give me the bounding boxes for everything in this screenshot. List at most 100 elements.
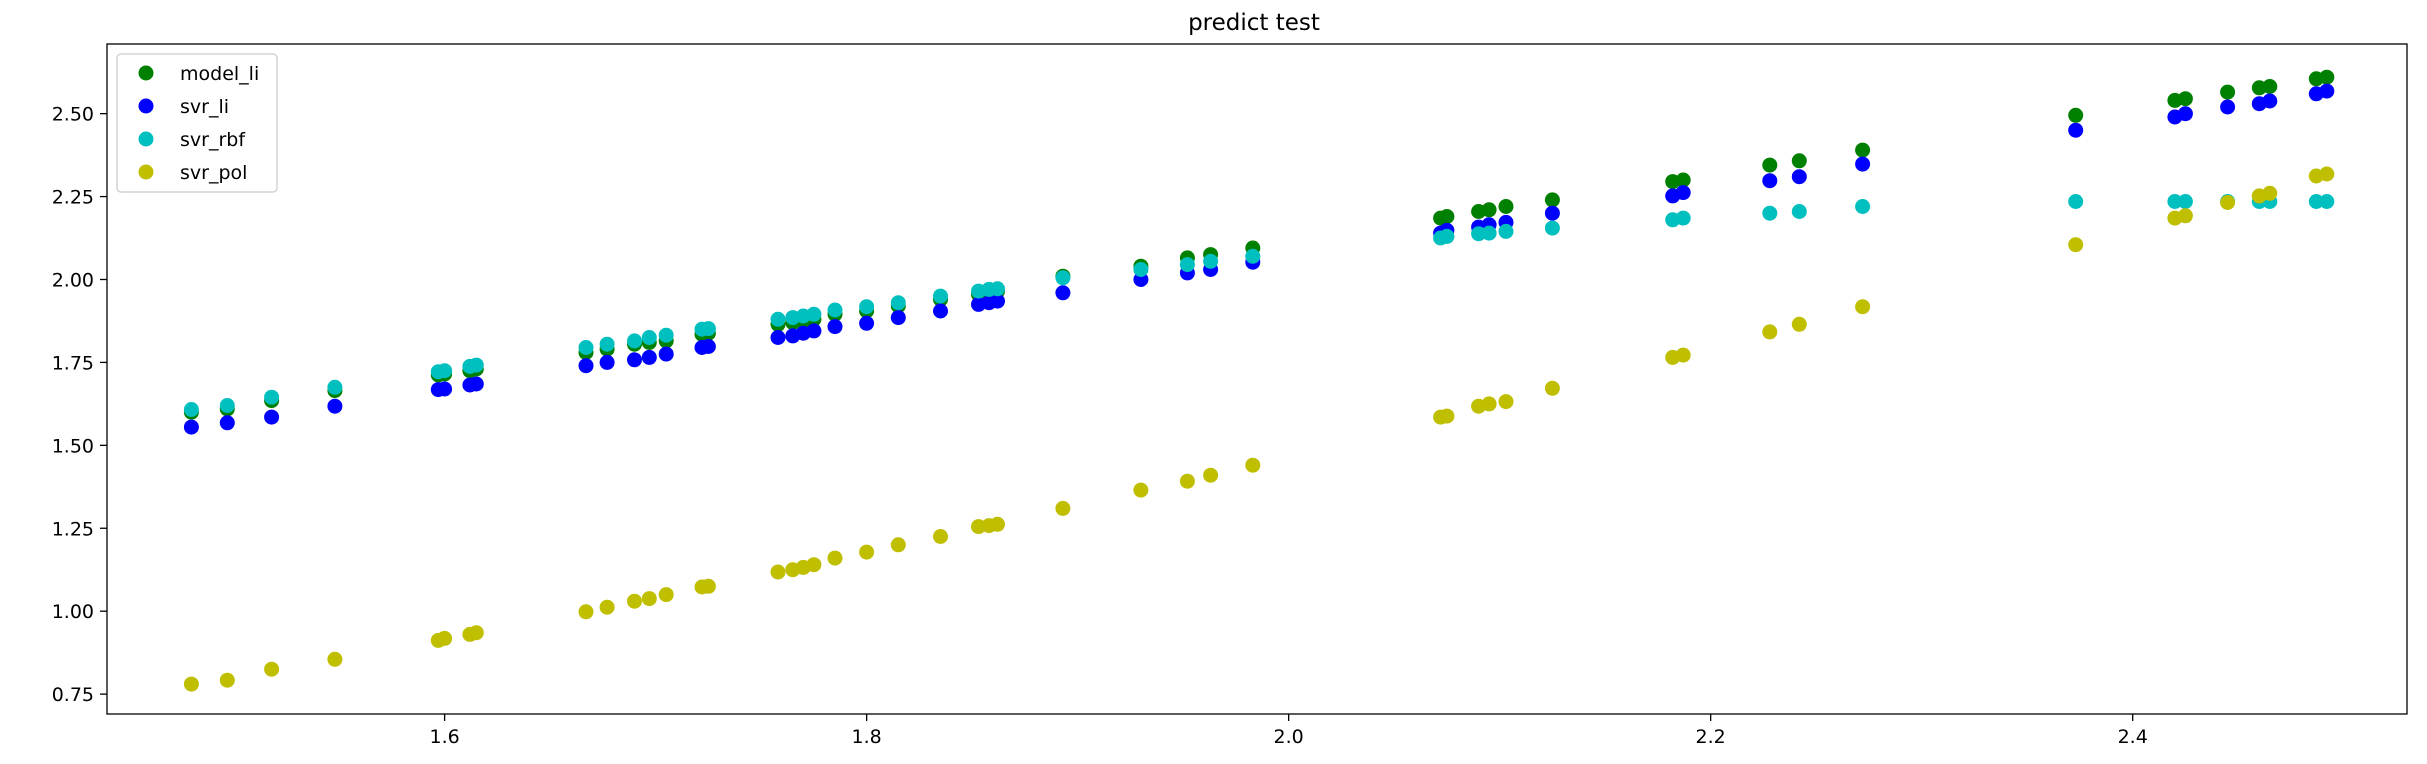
data-point-model_li [1855,142,1871,158]
data-point-svr_pol [1544,380,1560,396]
plot-area [183,69,2335,692]
data-point-svr_pol [578,604,594,620]
data-point-svr_pol [437,630,453,646]
data-point-svr_pol [1855,299,1871,315]
y-tick-label: 2.25 [52,187,94,209]
legend-label-svr_rbf: svr_rbf [180,129,246,151]
data-point-model_li [1762,157,1778,173]
y-tick-label: 0.75 [52,684,94,706]
x-tick-label: 1.8 [852,726,882,748]
data-point-svr_rbf [2177,194,2193,209]
data-point-svr_pol [219,672,235,688]
legend-marker-svr_li [138,98,154,114]
data-point-svr_pol [1481,396,1497,412]
data-point-svr_rbf [437,363,453,379]
y-axis: 0.75 1.00 1.25 1.50 1.75 2.00 2.25 2.50 [52,104,107,706]
data-point-svr_pol [1179,473,1195,489]
data-point-svr_rbf [806,306,822,322]
data-point-svr_li [859,315,875,331]
data-point-svr_li [1762,173,1778,189]
data-point-svr_rbf [1133,262,1149,277]
data-point-svr_rbf [1855,199,1871,214]
data-point-model_li [1544,192,1560,208]
data-point-svr_pol [2319,166,2335,182]
data-point-svr_pol [890,537,906,553]
legend-marker-svr_pol [138,164,154,180]
data-point-svr_rbf [770,311,786,327]
data-point-svr_rbf [468,357,484,373]
data-point-svr_li [627,352,642,368]
data-point-svr_pol [827,550,843,566]
data-point-svr_li [658,346,674,362]
data-point-svr_li [700,339,716,354]
data-point-svr_li [2068,122,2084,138]
data-point-svr_rbf [1245,248,1261,264]
data-point-svr_rbf [183,402,199,417]
data-point-svr_li [2220,99,2236,115]
data-point-svr_rbf [890,295,906,311]
data-point-svr_li [437,381,453,397]
data-point-model_li [1791,153,1807,169]
data-point-svr_pol [1762,324,1778,340]
data-point-svr_li [770,330,786,345]
data-point-svr_pol [806,557,822,573]
series-svr_rbf [183,194,2335,417]
data-point-svr_pol [770,564,786,580]
data-point-svr_pol [2262,185,2278,201]
x-tick-label: 2.2 [1696,726,1726,748]
data-point-svr_pol [658,587,674,603]
data-point-svr_rbf [219,398,235,413]
data-point-svr_pol [1133,482,1149,498]
data-point-svr_li [890,310,906,326]
data-point-model_li [1675,172,1691,188]
data-point-svr_pol [1245,457,1261,473]
x-tick-label: 2.0 [1274,726,1304,748]
data-point-svr_rbf [1439,228,1455,244]
x-tick-label: 1.6 [430,726,460,748]
x-tick-label: 2.4 [2118,726,2148,748]
data-point-svr_li [1855,156,1871,172]
data-point-svr_rbf [327,379,343,395]
legend-marker-model_li [138,65,154,81]
data-point-svr_li [806,323,822,339]
data-point-svr_rbf [859,299,875,315]
data-point-svr_li [2262,93,2278,109]
data-point-svr_rbf [641,330,657,345]
data-point-svr_pol [1791,316,1807,332]
data-point-svr_pol [1203,467,1219,483]
data-point-svr_li [1055,285,1071,301]
data-point-svr_pol [327,651,343,667]
data-point-svr_rbf [1481,225,1497,241]
data-point-model_li [1481,202,1497,218]
y-tick-label: 1.00 [52,601,94,623]
series-model_li [183,69,2335,420]
data-point-svr_rbf [990,281,1005,297]
data-point-svr_pol [2220,195,2236,210]
data-point-svr_pol [933,529,948,544]
data-point-model_li [1439,209,1455,224]
data-point-svr_pol [2177,208,2193,224]
data-point-svr_li [468,376,484,392]
data-point-svr_pol [1498,394,1514,410]
legend-label-svr_li: svr_li [180,96,229,118]
legend: model_li svr_li svr_rbf svr_pol [116,53,278,193]
data-point-model_li [2068,107,2084,123]
data-point-svr_li [578,358,594,374]
data-point-svr_pol [990,516,1005,532]
data-point-svr_li [990,293,1005,309]
data-point-svr_rbf [1055,270,1071,286]
data-point-svr_rbf [627,333,642,349]
legend-marker-svr_rbf [138,131,154,147]
data-point-svr_rbf [599,336,615,352]
data-point-svr_rbf [1544,220,1560,236]
data-point-svr_li [1791,169,1807,185]
legend-label-model_li: model_li [180,63,259,85]
x-axis: 1.6 1.8 2.0 2.2 2.4 [430,714,2148,748]
data-point-svr_pol [859,544,875,560]
data-point-svr_rbf [2308,194,2324,209]
data-point-svr_pol [468,625,484,641]
data-point-svr_rbf [933,288,948,304]
y-tick-label: 2.00 [52,269,94,291]
